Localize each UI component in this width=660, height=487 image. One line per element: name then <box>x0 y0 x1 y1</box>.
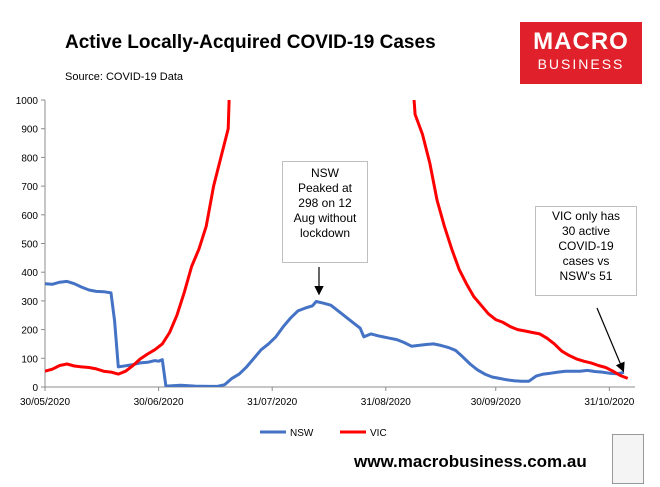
y-tick-label: 600 <box>21 211 38 222</box>
annotation-line: lockdown <box>299 226 351 240</box>
annotation-line: Peaked at <box>297 181 353 195</box>
chart-legend: NSW VIC <box>260 428 387 439</box>
annotation-line: 30 active <box>561 224 611 238</box>
legend-label-vic: VIC <box>370 428 387 439</box>
x-tick-label: 30/09/2020 <box>471 397 521 408</box>
annotation-line: COVID-19 <box>558 239 614 253</box>
legend-label-nsw: NSW <box>290 428 314 439</box>
annotation-line: NSW <box>311 166 339 180</box>
x-tick-label: 31/08/2020 <box>361 397 411 408</box>
annotation-line: cases vs <box>562 254 610 268</box>
logo-line-1: MACRO <box>533 28 629 55</box>
y-tick-label: 400 <box>21 268 38 279</box>
y-tick-label: 700 <box>21 182 38 193</box>
logo-line-2: BUSINESS <box>537 56 625 72</box>
chart-axes: 0 100 200 300 400 500 600 700 800 900 1000 30/05/20… <box>16 96 635 408</box>
chart-source: Source: COVID-19 Data <box>65 71 183 83</box>
macro-business-logo: MACRO BUSINESS <box>520 22 642 84</box>
y-tick-label: 1000 <box>16 96 39 107</box>
series-line-vic <box>45 100 629 380</box>
y-tick-label: 900 <box>21 125 38 136</box>
chart-title: Active Locally-Acquired COVID-19 Cases <box>65 32 436 53</box>
chart-series <box>45 100 629 387</box>
x-tick-label: 31/10/2020 <box>584 397 634 408</box>
y-tick-label: 100 <box>21 354 38 365</box>
x-tick-label: 30/06/2020 <box>134 397 184 408</box>
y-tick-label: 800 <box>21 153 38 164</box>
annotation-line: VIC only has <box>551 209 621 223</box>
vic-annotation-arrow <box>596 307 625 373</box>
x-tick-label: 31/07/2020 <box>247 397 297 408</box>
website-url[interactable]: www.macrobusiness.com.au <box>354 452 587 471</box>
y-tick-label: 300 <box>21 297 38 308</box>
nsw-peak-annotation: NSW Peaked at 298 on 12 Aug without lock… <box>282 161 368 263</box>
annotation-line: 298 on 12 <box>298 196 352 210</box>
annotation-arrows <box>314 267 625 373</box>
annotation-line: NSW's 51 <box>559 269 613 283</box>
y-tick-label: 0 <box>32 383 38 394</box>
annotation-line: Aug without <box>293 211 357 225</box>
x-tick-label: 30/05/2020 <box>20 397 70 408</box>
wolf-logo-icon <box>612 434 644 484</box>
vic-annotation: VIC only has 30 active COVID-19 cases vs… <box>535 206 637 296</box>
y-tick-label: 200 <box>21 326 38 337</box>
y-tick-label: 500 <box>21 240 38 251</box>
